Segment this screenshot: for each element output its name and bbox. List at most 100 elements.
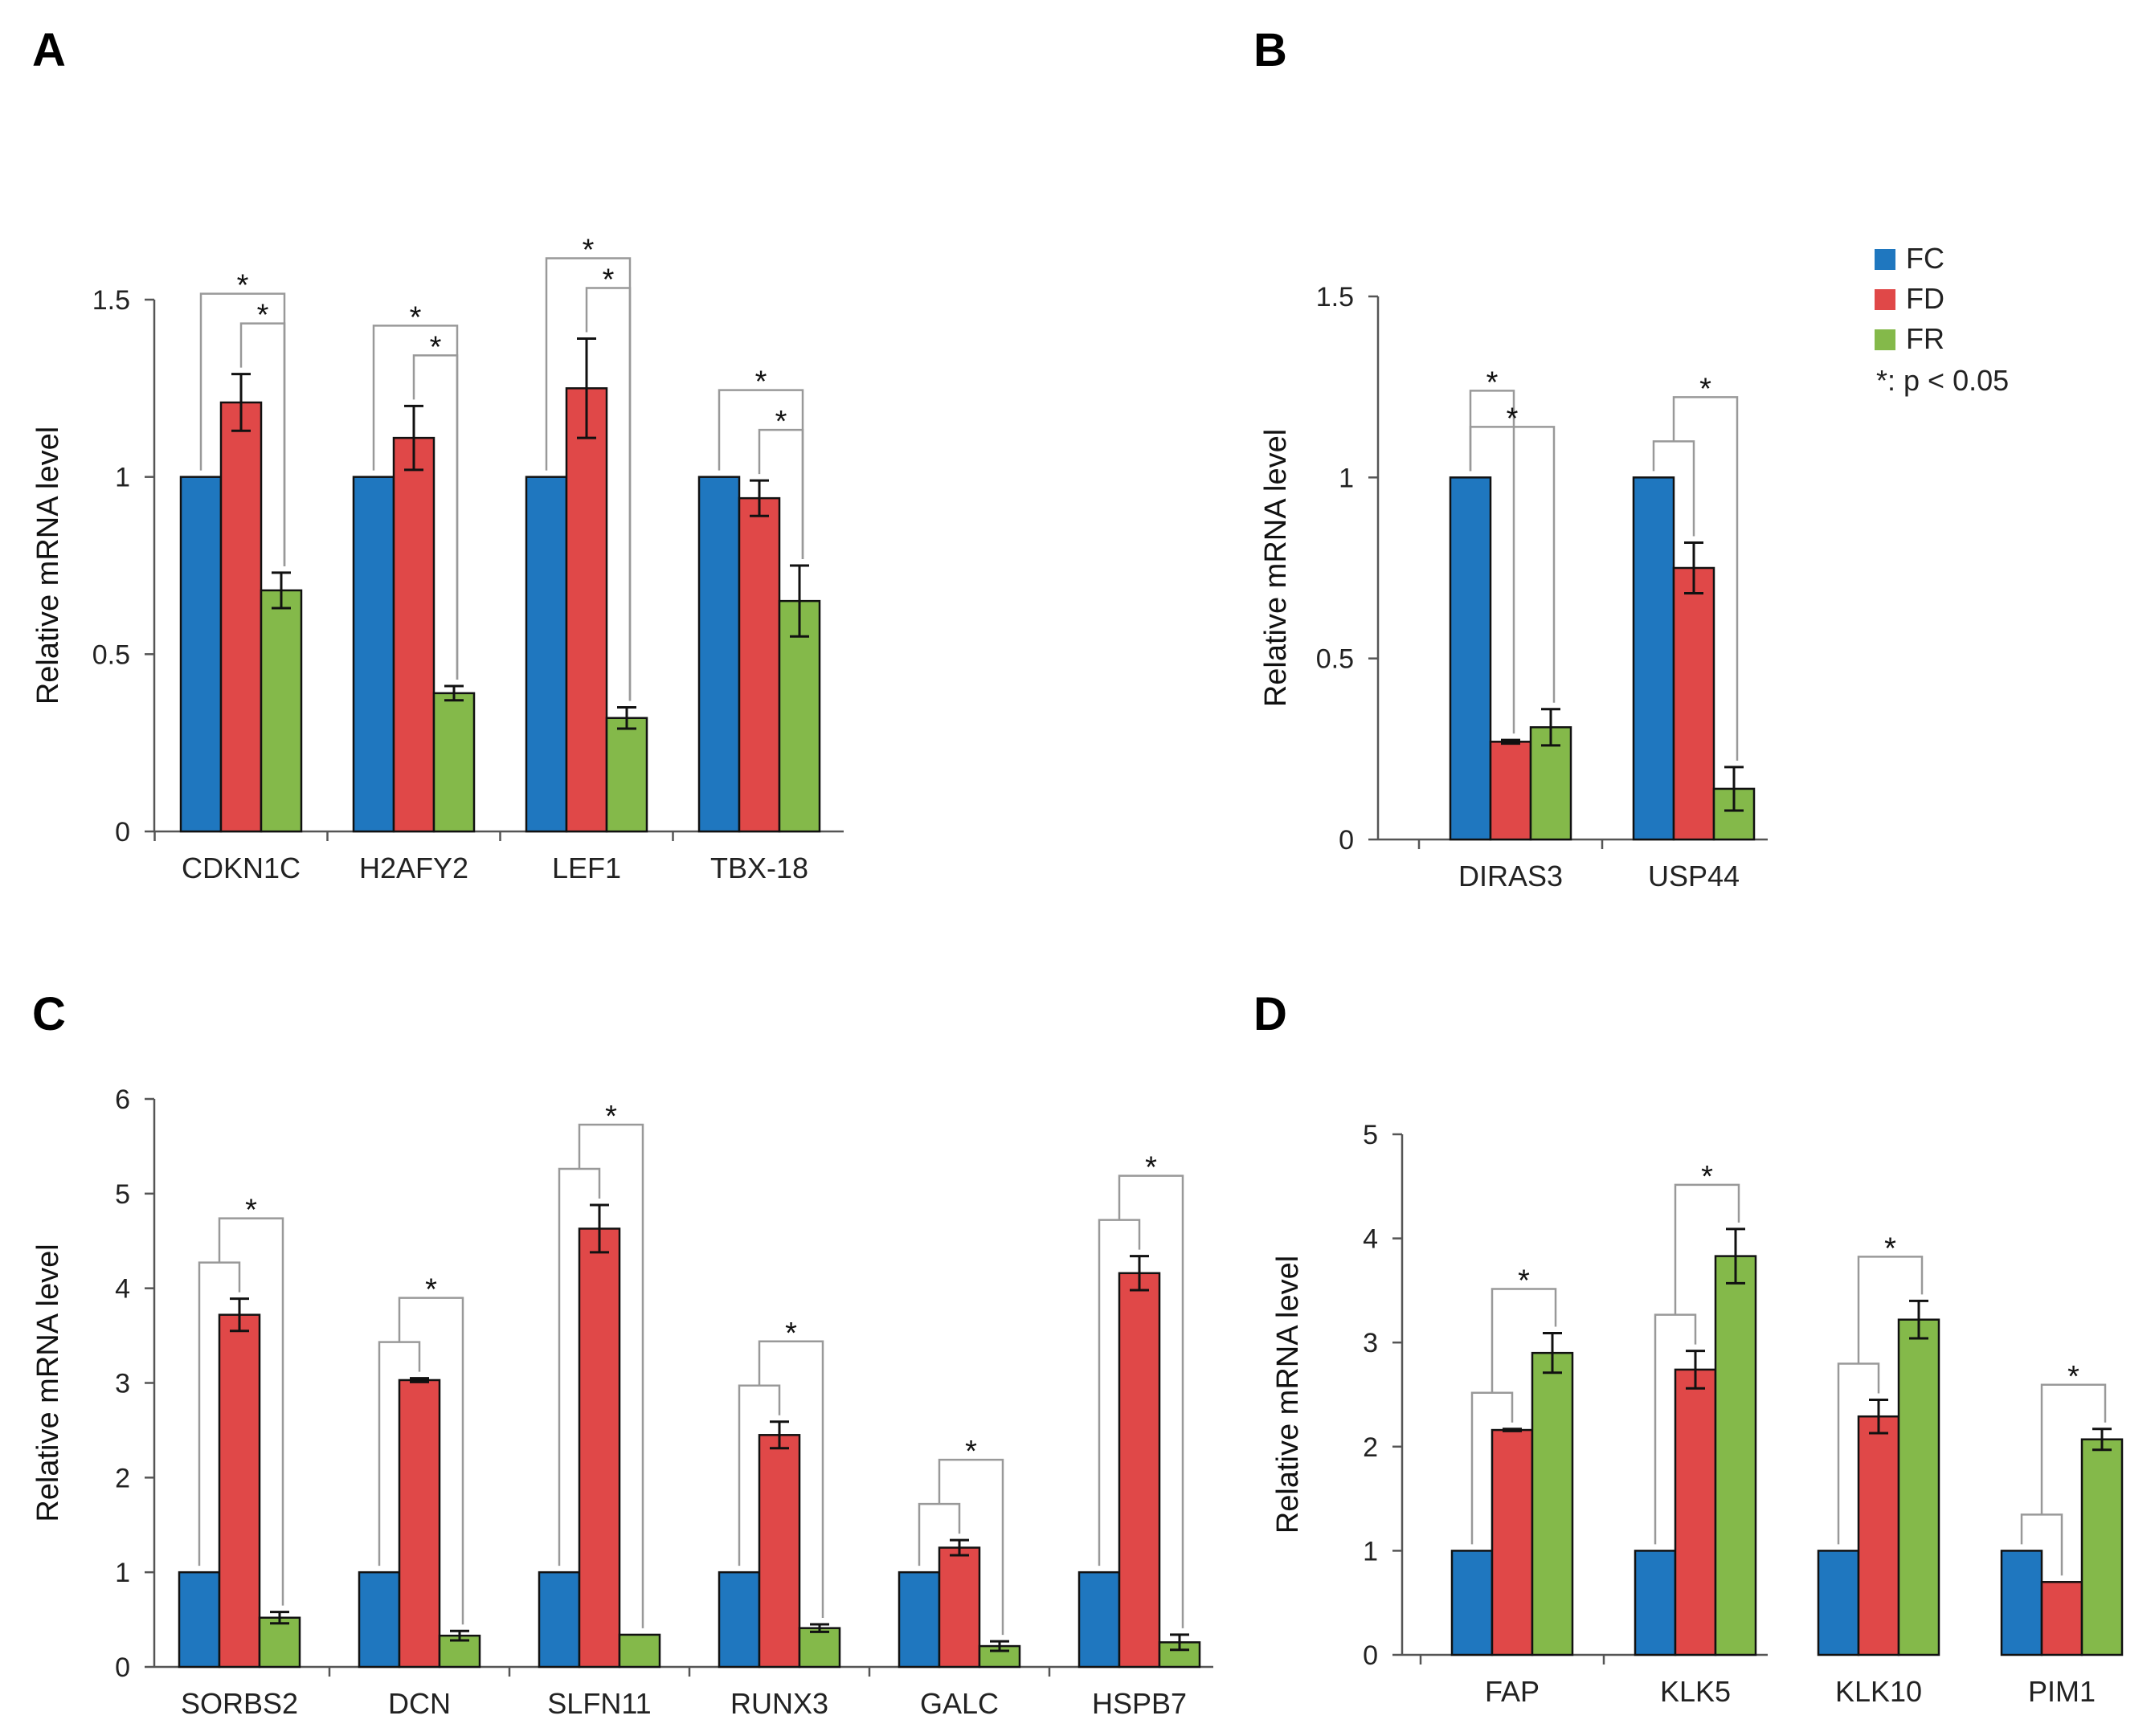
legend-significance-note: *: p < 0.05 [1876, 364, 2009, 397]
legend: FC FD FR *: p < 0.05 [1875, 242, 2009, 397]
y-tick-label-d-4: 4 [1363, 1224, 1378, 1255]
bar-a-h2afy2-fd [392, 436, 435, 833]
bar-d-klk10-fd [1857, 1415, 1900, 1656]
y-axis-label-c: Relative mRNA level [31, 1244, 65, 1522]
sig-bracket-c-dcn-0 [398, 1297, 464, 1625]
category-label-c-galc: GALC [920, 1687, 999, 1720]
sig-star-d-klk10-0: * [1884, 1232, 1896, 1265]
sig-bracket-c-slfn11-0 [578, 1123, 644, 1628]
bar-d-fap-fd [1491, 1428, 1534, 1656]
sig-star-a-tbx-18-1: * [775, 405, 787, 439]
sig-star-a-lef1-0: * [583, 234, 595, 268]
category-label-a-h2afy2: H2AFY2 [359, 852, 468, 884]
sig-bracket-b-usp44-0 [1672, 396, 1739, 761]
panel-c: C 0 1 2 3 4 5 6 Relative mRNA level SORBS2 * DCN * SL… [31, 988, 1213, 1720]
y-tick-label-c-0: 0 [115, 1652, 130, 1683]
category-label-d-fap: FAP [1485, 1675, 1540, 1708]
y-tick-label-b-3: 1.5 [1316, 282, 1354, 312]
y-tick-label-d-1: 1 [1363, 1536, 1378, 1566]
category-label-c-slfn11: SLFN11 [547, 1687, 651, 1720]
sig-bracket-c-sorbs2-0 [218, 1217, 284, 1606]
legend-label-fr: FR [1906, 322, 1944, 355]
bar-a-h2afy2-fr [432, 692, 476, 833]
bar-a-cdkn1c-fc [179, 476, 223, 833]
panel-label-b: B [1253, 24, 1287, 76]
bar-a-tbx-18-fd [738, 496, 781, 833]
sig-star-a-cdkn1c-1: * [257, 299, 269, 333]
y-tick-label-c-3: 3 [115, 1369, 130, 1399]
bar-c-hspb7-fc [1078, 1571, 1121, 1669]
legend-label-fd: FD [1906, 282, 1944, 315]
bar-a-h2afy2-fc [352, 476, 395, 833]
bar-d-fap-fr [1531, 1351, 1574, 1656]
sig-star-b-diras3-1: * [1507, 402, 1519, 435]
bar-c-runx3-fc [718, 1571, 761, 1669]
sig-star-a-h2afy2-0: * [410, 300, 422, 334]
category-label-a-lef1: LEF1 [552, 852, 621, 884]
y-tick-label-d-0: 0 [1363, 1640, 1378, 1671]
bar-d-pim1-fr [2080, 1438, 2124, 1656]
bar-a-lef1-fr [605, 717, 648, 833]
bar-c-hspb7-fr [1158, 1641, 1201, 1669]
sig-bracket-a-tbx-18-1 [758, 428, 804, 559]
sig-bracket-d-klk10-0 [1857, 1256, 1924, 1364]
y-tick-label-c-6: 6 [115, 1084, 130, 1115]
bar-d-klk5-fd [1674, 1368, 1717, 1656]
sig-star-a-cdkn1c-0: * [237, 269, 249, 303]
bar-b-diras3-fc [1449, 476, 1492, 841]
sig-star-c-sorbs2-0: * [245, 1194, 257, 1227]
sig-star-c-galc-0: * [965, 1435, 977, 1468]
bar-c-runx3-fd [758, 1434, 801, 1669]
y-tick-label-b-1: 0.5 [1316, 644, 1354, 675]
bar-d-klk10-fc [1817, 1550, 1860, 1656]
y-tick-label-c-1: 1 [115, 1558, 130, 1588]
category-label-a-tbx-18: TBX-18 [710, 852, 808, 884]
y-tick-label-d-3: 3 [1363, 1328, 1378, 1358]
y-tick-label-c-5: 5 [115, 1179, 130, 1210]
bar-c-dcn-fd [398, 1379, 441, 1669]
y-tick-label-c-4: 4 [115, 1274, 130, 1305]
legend-swatch-fd [1875, 289, 1895, 310]
panel-label-a: A [32, 24, 66, 76]
y-tick-label-c-2: 2 [115, 1463, 130, 1493]
y-tick-label-a-0: 0 [115, 817, 130, 848]
sig-star-d-klk5-0: * [1701, 1160, 1713, 1194]
sig-bracket-d-fap-0 [1491, 1288, 1557, 1393]
category-label-d-klk10: KLK10 [1835, 1675, 1922, 1708]
sig-star-b-diras3-0: * [1486, 366, 1499, 399]
bar-a-cdkn1c-fd [219, 401, 263, 833]
y-axis-label-b: Relative mRNA level [1259, 429, 1293, 707]
sig-bracket-d-klk5-0 [1674, 1183, 1740, 1315]
bar-c-slfn11-fc [538, 1571, 581, 1669]
bar-a-tbx-18-fc [697, 476, 741, 833]
sig-star-b-usp44-0: * [1699, 372, 1711, 406]
sig-bracket-a-cdkn1c-1 [239, 322, 286, 566]
sig-star-a-tbx-18-0: * [755, 366, 767, 399]
y-tick-label-d-2: 2 [1363, 1432, 1378, 1463]
legend-label-fc: FC [1906, 242, 1944, 275]
bar-d-klk5-fc [1634, 1550, 1677, 1656]
bar-d-fap-fc [1450, 1550, 1494, 1656]
category-label-c-hspb7: HSPB7 [1092, 1687, 1187, 1720]
y-tick-label-a-1: 0.5 [92, 639, 130, 670]
panel-label-c: C [32, 988, 66, 1040]
bar-d-pim1-fc [2000, 1550, 2043, 1656]
sig-bracket-a-lef1-1 [585, 287, 632, 701]
sig-star-d-pim1-0: * [2067, 1360, 2079, 1394]
sig-star-c-hspb7-0: * [1145, 1151, 1157, 1185]
sig-star-c-runx3-0: * [785, 1317, 797, 1350]
legend-swatch-fr [1875, 329, 1895, 350]
sig-bracket-d-pim1-0 [2040, 1383, 2107, 1515]
bar-c-galc-fd [938, 1546, 981, 1669]
bar-d-pim1-fd [2040, 1581, 2083, 1656]
sig-bracket-c-hspb7-0 [1118, 1174, 1184, 1628]
category-label-b-diras3: DIRAS3 [1458, 860, 1563, 893]
bar-b-diras3-fd [1489, 741, 1532, 841]
sig-bracket-c-runx3-0 [758, 1340, 824, 1618]
bar-a-lef1-fc [525, 476, 568, 833]
bar-c-sorbs2-fd [218, 1313, 261, 1669]
legend-swatch-fc [1875, 249, 1895, 270]
bar-b-usp44-fc [1632, 476, 1675, 841]
